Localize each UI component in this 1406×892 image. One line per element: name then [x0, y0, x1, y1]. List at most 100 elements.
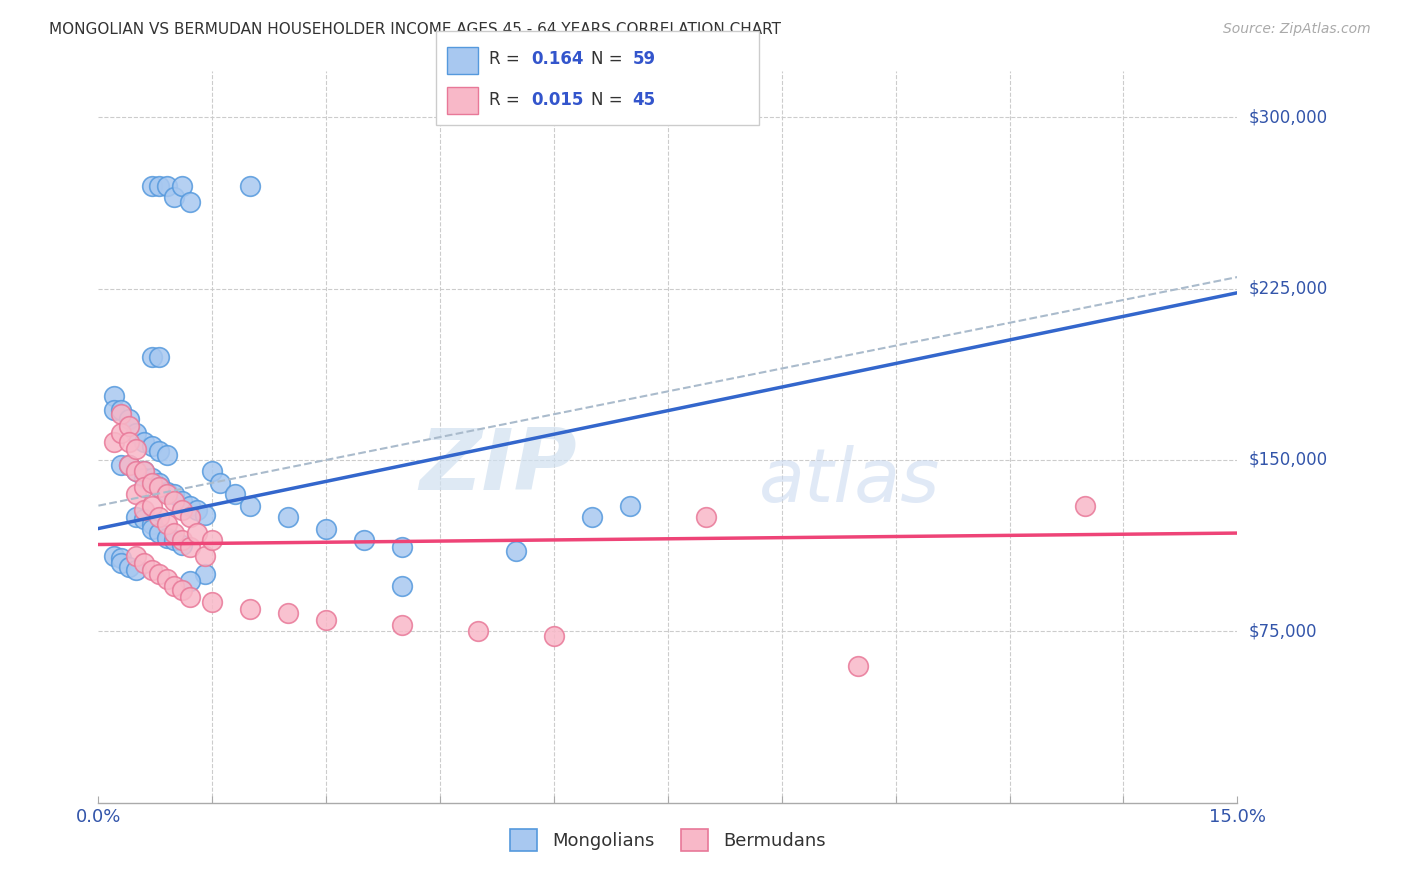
Point [170, 537, 193, 551]
Point [132, 512, 155, 526]
Point [239, 601, 262, 615]
Text: 59: 59 [633, 51, 655, 69]
Point [156, 487, 179, 501]
Point [103, 549, 125, 563]
Text: $225,000: $225,000 [1249, 279, 1327, 298]
Point [170, 503, 193, 517]
Point [1074, 499, 1097, 513]
Point [467, 624, 489, 639]
Text: $300,000: $300,000 [1249, 108, 1327, 126]
Point [170, 494, 193, 508]
Point [391, 579, 413, 593]
Point [110, 551, 132, 566]
Point [170, 178, 193, 193]
Point [132, 556, 155, 570]
Text: $75,000: $75,000 [1249, 623, 1317, 640]
Point [163, 533, 186, 547]
Point [141, 563, 163, 577]
Point [141, 475, 163, 490]
Point [125, 425, 148, 440]
Point [156, 448, 179, 462]
Text: atlas: atlas [759, 445, 941, 517]
Point [125, 510, 148, 524]
Point [194, 567, 217, 582]
Point [179, 574, 201, 588]
Point [156, 178, 179, 193]
Point [118, 434, 141, 449]
Point [239, 499, 262, 513]
Point [103, 389, 125, 403]
Text: R =: R = [489, 51, 526, 69]
Point [201, 533, 224, 547]
Point [163, 487, 186, 501]
Point [132, 464, 155, 478]
Text: MONGOLIAN VS BERMUDAN HOUSEHOLDER INCOME AGES 45 - 64 YEARS CORRELATION CHART: MONGOLIAN VS BERMUDAN HOUSEHOLDER INCOME… [49, 22, 782, 37]
Point [141, 178, 163, 193]
Point [118, 458, 141, 472]
Point [132, 434, 155, 449]
Point [118, 418, 141, 433]
Point [110, 402, 132, 417]
Point [148, 526, 170, 541]
Point [179, 499, 201, 513]
Point [156, 484, 179, 499]
Point [103, 402, 125, 417]
Point [141, 521, 163, 535]
Point [125, 442, 148, 456]
Point [141, 516, 163, 531]
Text: Source: ZipAtlas.com: Source: ZipAtlas.com [1223, 22, 1371, 37]
Point [846, 658, 869, 673]
Point [186, 503, 208, 517]
Text: 0.015: 0.015 [531, 91, 583, 109]
Point [695, 510, 717, 524]
Point [110, 407, 132, 421]
Point [132, 471, 155, 485]
Point [353, 533, 375, 547]
Point [141, 439, 163, 453]
Point [315, 613, 337, 627]
Point [148, 350, 170, 364]
Point [148, 443, 170, 458]
Point [224, 487, 246, 501]
Point [179, 194, 201, 209]
Point [239, 178, 262, 193]
Point [125, 549, 148, 563]
Point [132, 464, 155, 478]
Point [163, 494, 186, 508]
Point [201, 594, 224, 608]
Point [505, 544, 527, 558]
Point [163, 579, 186, 593]
Point [118, 560, 141, 574]
Point [391, 617, 413, 632]
Point [170, 533, 193, 547]
Legend: Mongolians, Bermudans: Mongolians, Bermudans [502, 820, 834, 860]
Point [141, 499, 163, 513]
Point [194, 549, 217, 563]
Point [125, 464, 148, 478]
Point [148, 510, 170, 524]
Point [118, 458, 141, 472]
Text: N =: N = [591, 51, 627, 69]
Point [179, 540, 201, 554]
Point [125, 563, 148, 577]
Point [208, 475, 231, 490]
Point [170, 583, 193, 598]
Point [156, 572, 179, 586]
Point [156, 531, 179, 545]
Point [186, 526, 208, 541]
Text: 45: 45 [633, 91, 655, 109]
Text: $150,000: $150,000 [1249, 451, 1327, 469]
Point [201, 464, 224, 478]
Point [103, 434, 125, 449]
Point [110, 458, 132, 472]
Point [118, 411, 141, 425]
Point [543, 629, 565, 643]
Point [581, 510, 603, 524]
Point [148, 178, 170, 193]
Point [148, 475, 170, 490]
Point [125, 464, 148, 478]
Point [179, 590, 201, 604]
Point [194, 508, 217, 522]
Text: R =: R = [489, 91, 526, 109]
Point [315, 521, 337, 535]
